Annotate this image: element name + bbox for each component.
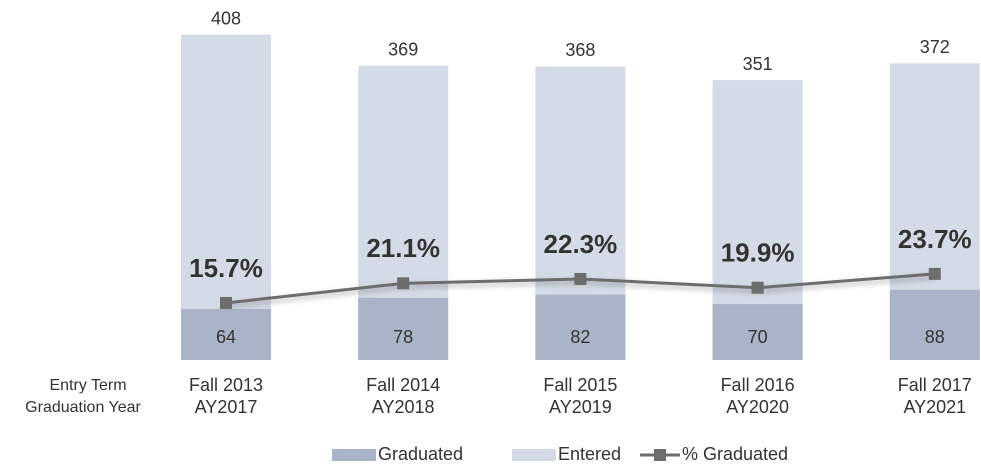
bar	[358, 297, 449, 360]
category-axis-label: Graduation Year	[25, 399, 141, 416]
value-label: 64	[216, 327, 236, 347]
x-tick-label: Fall 2015	[543, 375, 617, 395]
value-label: 372	[920, 37, 950, 57]
x-tick-label: AY2020	[726, 397, 789, 417]
value-label: 15.7%	[189, 253, 263, 283]
value-label: 21.1%	[366, 233, 440, 263]
x-tick-label: Fall 2013	[189, 375, 263, 395]
bar	[181, 308, 271, 360]
value-label: 78	[393, 327, 413, 347]
x-tick-label: AY2021	[903, 397, 966, 417]
legend-label: Graduated	[378, 444, 463, 464]
x-tick-label: AY2018	[372, 397, 435, 417]
line-marker	[574, 272, 587, 285]
value-label: 23.7%	[898, 224, 972, 254]
x-tick-label: AY2017	[195, 397, 258, 417]
legend-label: Entered	[558, 444, 621, 464]
category-axis-label: Entry Term	[49, 377, 126, 394]
line-marker	[397, 277, 410, 290]
value-label: 351	[743, 54, 773, 74]
line-marker	[220, 296, 232, 309]
line-marker	[928, 267, 941, 280]
legend-swatch	[332, 449, 376, 461]
value-label: 368	[565, 40, 595, 60]
x-tick-label: Fall 2014	[366, 375, 440, 395]
value-label: 369	[388, 39, 418, 59]
x-tick-label: Fall 2016	[721, 375, 795, 395]
legend-swatch	[512, 449, 556, 461]
bar	[889, 289, 980, 360]
line-marker	[751, 281, 764, 294]
value-label: 22.3%	[544, 229, 618, 259]
value-label: 70	[748, 327, 768, 347]
value-label: 19.9%	[721, 238, 795, 268]
legend-label: % Graduated	[682, 444, 788, 464]
value-label: 82	[570, 327, 590, 347]
x-tick-label: Fall 2017	[898, 375, 972, 395]
x-tick-label: AY2019	[549, 397, 612, 417]
bar	[535, 294, 626, 360]
value-label: 88	[925, 327, 945, 347]
legend-marker	[654, 449, 666, 461]
bar	[712, 304, 803, 360]
value-label: 408	[211, 8, 241, 28]
